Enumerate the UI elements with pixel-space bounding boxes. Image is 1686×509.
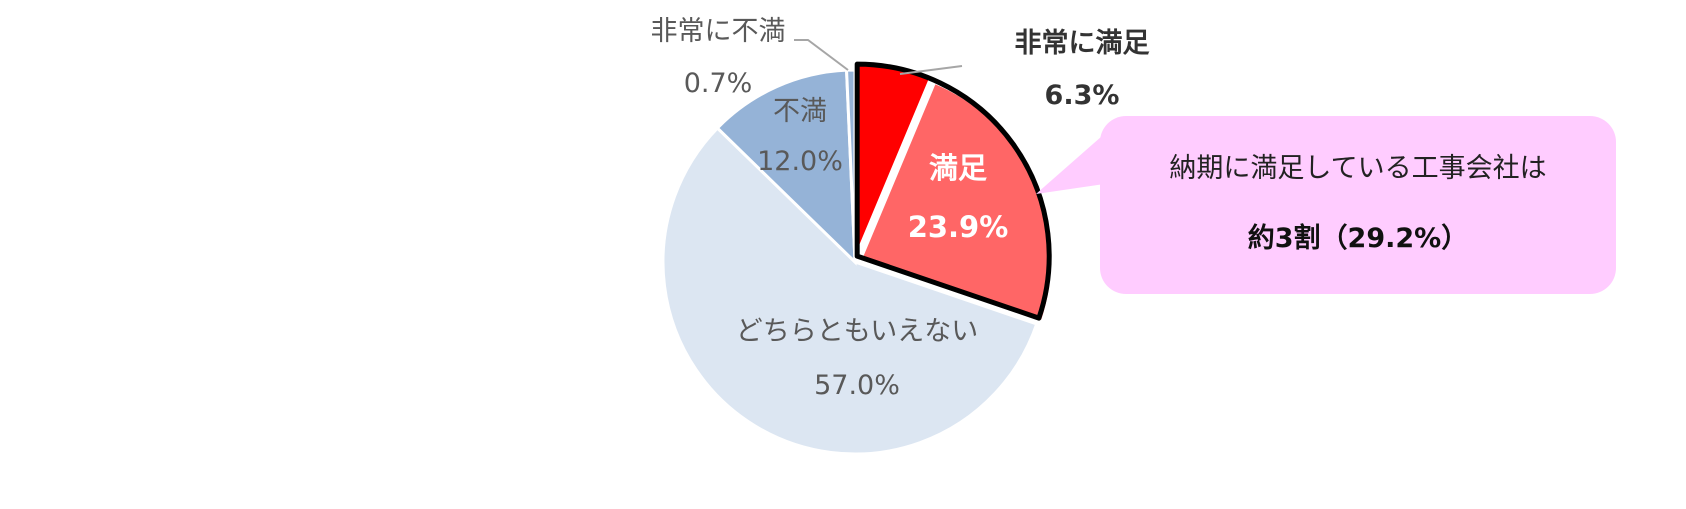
callout-line-2: 約3割（29.2%） [1247,223,1469,254]
leader-line-very-dissatisfied [794,39,849,71]
slice-label-satisfied: 満足 [929,151,987,185]
slice-value-very-satisfied: 6.3% [1045,80,1120,111]
slice-label-very-satisfied: 非常に満足 [1015,28,1150,59]
slice-label-very-dissatisfied: 非常に不満 [651,16,786,47]
callout-pointer [1036,122,1118,194]
slice-value-satisfied: 23.9% [908,210,1009,244]
leader-line-very-satisfied [899,65,963,75]
pie-slice-dissatisfied [715,68,857,266]
pie-slice-neutral [661,125,1039,456]
slice-value-neutral: 57.0% [814,370,900,401]
slice-value-dissatisfied: 12.0% [757,146,843,177]
callout-box: 納期に満足している工事会社は 約3割（29.2%） [1100,116,1616,294]
highlight-outline [854,61,1052,321]
slice-label-dissatisfied: 不満 [773,96,827,127]
callout-line-1: 納期に満足している工事会社は [1169,153,1547,184]
slice-value-very-dissatisfied: 0.7% [684,68,753,99]
slice-label-neutral: どちらともいえない [736,316,978,347]
